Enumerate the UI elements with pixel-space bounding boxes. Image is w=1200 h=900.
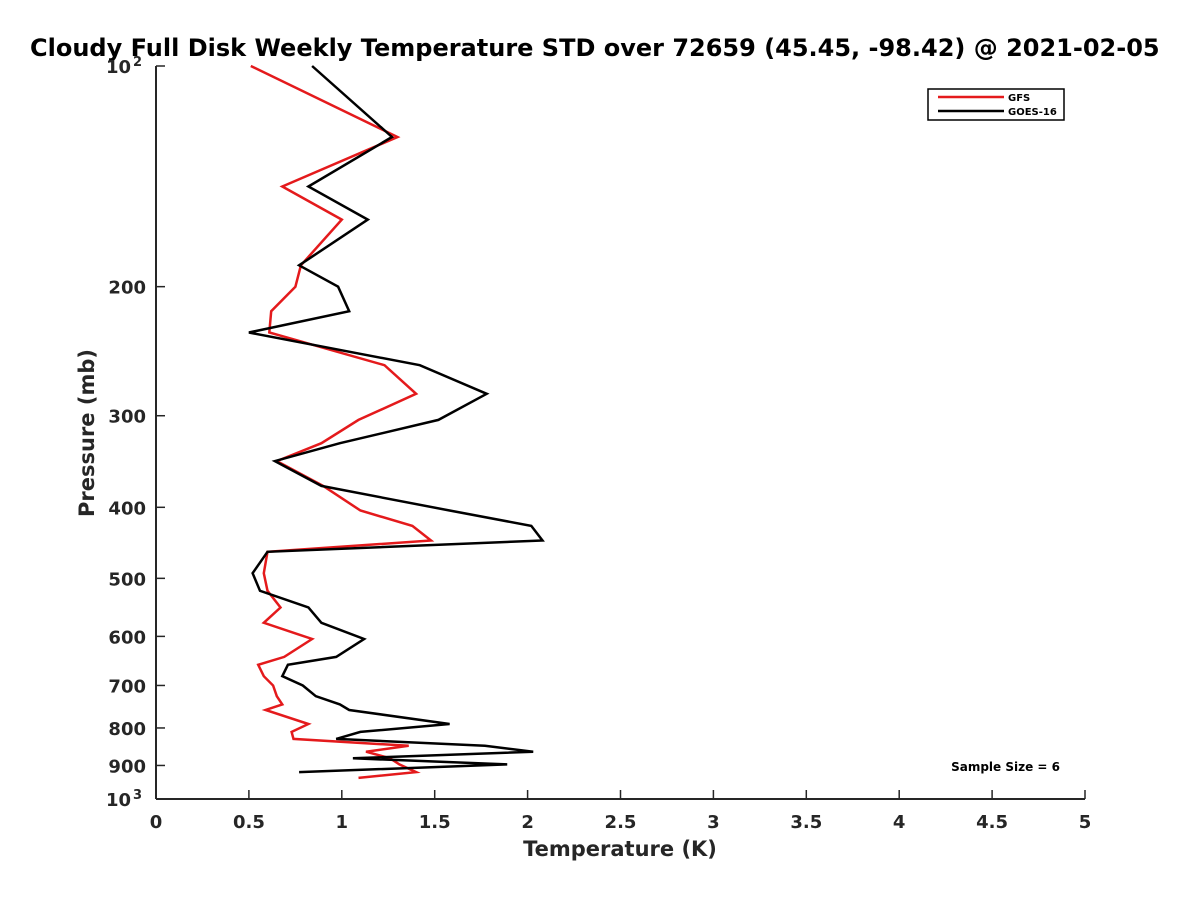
x-tick-label: 4.5 bbox=[976, 812, 1008, 833]
x-tick-label: 3 bbox=[707, 812, 720, 833]
y-tick-label: 300 bbox=[108, 407, 146, 428]
y-tick-label: 700 bbox=[108, 676, 146, 697]
x-tick-label: 4 bbox=[893, 812, 906, 833]
y-axis-label: Pressure (mb) bbox=[75, 349, 99, 517]
legend: GFS GOES-16 bbox=[927, 88, 1065, 121]
plot-background bbox=[156, 66, 1085, 799]
y-tick-label: 400 bbox=[108, 498, 146, 519]
y-tick-label: 900 bbox=[108, 756, 146, 777]
series-line-goes-16 bbox=[248, 65, 545, 774]
series-layer bbox=[248, 64, 545, 780]
x-tick-label: 0.5 bbox=[233, 812, 265, 833]
y-tick-label: 600 bbox=[108, 627, 146, 648]
legend-gfs-label: GFS bbox=[1008, 93, 1030, 104]
y-tick-label: 200 bbox=[108, 278, 146, 299]
y-tick-label: 10 bbox=[106, 790, 131, 811]
y-tick-exponent: 3 bbox=[133, 788, 142, 803]
y-tick-label: 500 bbox=[108, 569, 146, 590]
y-tick-label: 10 bbox=[106, 57, 131, 78]
chart-title: Cloudy Full Disk Weekly Temperature STD … bbox=[30, 34, 1160, 62]
x-axis-label: Temperature (K) bbox=[523, 837, 717, 861]
x-tick-label: 2 bbox=[521, 812, 534, 833]
plot-area bbox=[155, 64, 1085, 800]
series-line-gfs bbox=[250, 64, 435, 780]
x-tick-label: 3.5 bbox=[790, 812, 822, 833]
x-tick-label: 5 bbox=[1079, 812, 1092, 833]
legend-goes-label: GOES-16 bbox=[1008, 107, 1057, 118]
legend-box bbox=[927, 88, 1065, 121]
x-axis-ticks: 0 0.5 1 1.5 2 2.5 3 3.5 4 4.5 5 bbox=[150, 790, 1092, 833]
sample-size-annotation: Sample Size = 6 bbox=[951, 760, 1060, 774]
y-tick-exponent: 2 bbox=[133, 55, 142, 70]
y-tick-label: 800 bbox=[108, 719, 146, 740]
x-tick-label: 1 bbox=[336, 812, 349, 833]
x-tick-label: 2.5 bbox=[605, 812, 637, 833]
x-tick-label: 0 bbox=[150, 812, 163, 833]
x-tick-label: 1.5 bbox=[419, 812, 451, 833]
